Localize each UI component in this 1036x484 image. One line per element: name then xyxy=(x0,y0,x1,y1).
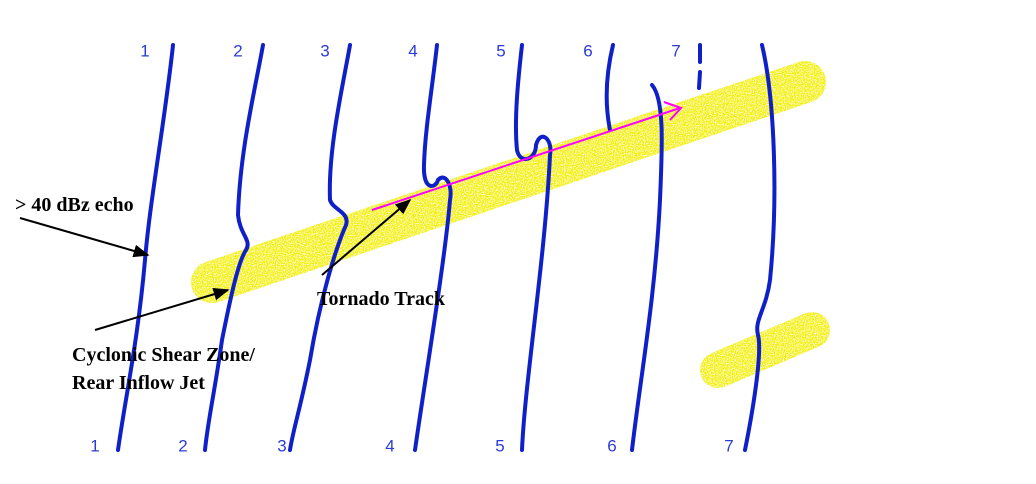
track-line xyxy=(371,107,681,211)
echo-line xyxy=(697,43,702,90)
track-arrowhead xyxy=(663,101,683,121)
echo-line xyxy=(513,43,553,452)
time-label: 5 xyxy=(495,436,504,455)
time-label: 7 xyxy=(671,41,680,60)
tornado-track xyxy=(371,101,683,211)
time-label: 2 xyxy=(178,436,187,455)
time-label: 4 xyxy=(408,41,417,60)
echo-label: > 40 dBz echo xyxy=(15,194,134,216)
echo-line xyxy=(604,43,615,132)
pointer-arrow xyxy=(19,217,150,258)
time-label: 2 xyxy=(233,41,242,60)
time-label: 3 xyxy=(277,436,286,455)
time-label: 6 xyxy=(583,41,592,60)
shear-band xyxy=(191,61,826,303)
echo-line xyxy=(743,43,777,452)
shear-band xyxy=(700,312,830,388)
pointer-arrow xyxy=(321,198,412,276)
time-label: 5 xyxy=(496,41,505,60)
time-label: 1 xyxy=(140,41,149,60)
pointer-arrow xyxy=(94,288,230,331)
shear-bands xyxy=(191,61,830,388)
time-label: 1 xyxy=(90,436,99,455)
time-label: 6 xyxy=(607,436,616,455)
echo-line xyxy=(288,43,352,452)
shear-label: Cyclonic Shear Zone/ xyxy=(72,344,255,366)
echo-line xyxy=(413,43,453,452)
time-label: 7 xyxy=(724,436,733,455)
time-label: 4 xyxy=(385,436,394,455)
track-label: Tornado Track xyxy=(317,288,446,310)
shear-label: Rear Inflow Jet xyxy=(72,372,205,394)
time-label: 3 xyxy=(320,41,329,60)
echo-line xyxy=(203,43,265,452)
echo-line xyxy=(116,43,175,452)
